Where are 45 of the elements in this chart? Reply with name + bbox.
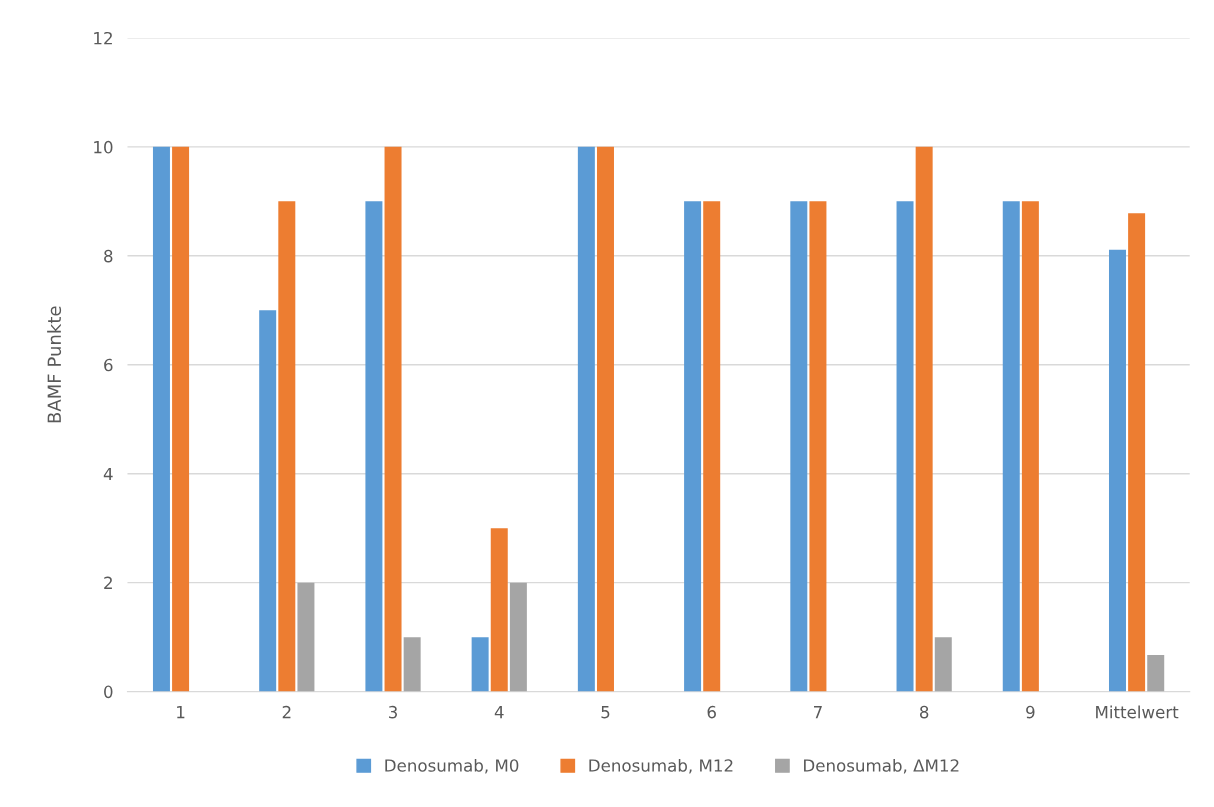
- y-tick-label: 2: [104, 576, 112, 589]
- legend-label: Denosumab, M12: [589, 758, 733, 774]
- x-tick-label: 5: [601, 706, 610, 719]
- bar: [896, 201, 914, 692]
- x-tick-label: 9: [1026, 705, 1035, 719]
- y-tick-label: 12: [94, 31, 112, 45]
- x-tick-label: 4: [494, 706, 504, 719]
- bar: [684, 201, 702, 692]
- legend-label: Denosumab, ΔM12: [804, 758, 959, 774]
- bar: [259, 310, 277, 692]
- bar: [1128, 213, 1146, 692]
- bar: [471, 637, 489, 692]
- bar: [934, 637, 952, 692]
- bar: [703, 201, 721, 692]
- x-tick-label: 2: [282, 705, 291, 719]
- bar: [1021, 201, 1039, 692]
- x-tick-label: 6: [707, 705, 716, 719]
- legend-label: Denosumab, M0: [385, 758, 519, 774]
- x-tick-label: 1: [177, 706, 185, 719]
- bar: [915, 146, 933, 692]
- bar: [365, 201, 383, 692]
- bar: [403, 637, 421, 692]
- x-tick-label: 8: [919, 705, 929, 719]
- y-tick-label: 0: [104, 685, 113, 699]
- bar: [278, 201, 296, 692]
- bar: [809, 201, 827, 692]
- x-tick-label: 7: [814, 706, 822, 719]
- bar: [490, 528, 508, 692]
- bar: [509, 582, 527, 692]
- y-tick-label: 4: [103, 467, 113, 481]
- bar: [790, 201, 808, 692]
- bar: [172, 146, 190, 692]
- bar: [1002, 201, 1020, 692]
- bar: [577, 146, 595, 692]
- bar: [297, 582, 315, 692]
- x-tick-label: Mittelwert: [1096, 705, 1179, 719]
- x-tick-label: 3: [389, 705, 397, 719]
- y-axis-title: BAMF Punkte: [47, 306, 62, 423]
- y-tick-label: 10: [94, 140, 113, 154]
- bar: [596, 146, 614, 692]
- bar: [1147, 655, 1165, 692]
- y-tick-label: 6: [104, 358, 113, 372]
- y-tick-label: 8: [104, 249, 113, 263]
- bar: [384, 146, 402, 692]
- bar: [152, 146, 170, 692]
